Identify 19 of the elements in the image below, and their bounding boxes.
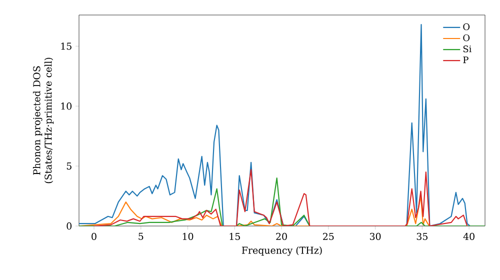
- y-tick-label: 10: [61, 102, 72, 110]
- x-tick-label: 15: [230, 232, 240, 240]
- legend-label: O: [463, 23, 470, 30]
- x-tick-label: 10: [182, 232, 194, 240]
- y-tick-label: 5: [66, 162, 72, 170]
- legend-label: P: [463, 56, 468, 64]
- x-tick-label: 40: [463, 232, 474, 240]
- x-axis-title: Frequency (THz): [242, 246, 322, 256]
- x-tick-label: 35: [416, 232, 428, 240]
- legend-label: O: [463, 34, 470, 42]
- y-tick-label: 0: [66, 222, 72, 230]
- x-tick-label: 5: [138, 232, 144, 240]
- y-axis-title: Phonon projected DOS (States/THz·primitive cell): [32, 58, 54, 184]
- x-tick-label: 0: [92, 232, 96, 240]
- x-tick-label: 20: [276, 232, 287, 240]
- legend-label: Si: [463, 46, 472, 52]
- x-tick-label: 25: [323, 232, 334, 240]
- y-tick-label: 15: [61, 42, 72, 50]
- x-tick-label: 30: [370, 232, 381, 240]
